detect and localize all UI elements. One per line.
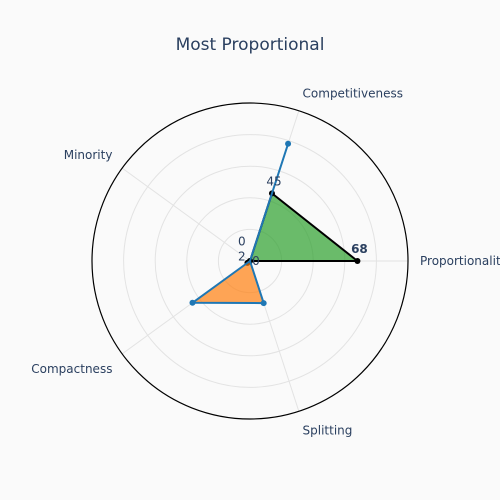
data-label-5: 0 xyxy=(252,254,260,268)
axis-label-minority: Minority xyxy=(64,148,113,162)
series-2-area xyxy=(191,260,265,305)
axis-labels: Proportionality Competitiveness Minority Co… xyxy=(31,86,500,437)
series-3-point-2 xyxy=(285,140,292,147)
series-2-point-5 xyxy=(260,300,267,307)
data-labels: 68 45 02 0 xyxy=(238,174,368,268)
axis-label-proportionality: Proportionality xyxy=(420,254,500,268)
series-1-point-1 xyxy=(354,258,361,264)
data-label-4: 2 xyxy=(238,249,246,263)
radar-series xyxy=(189,140,361,307)
data-label-1: 68 xyxy=(351,242,368,256)
spoke-3 xyxy=(121,167,251,262)
series-1-area xyxy=(246,192,359,264)
axis-label-competitiveness: Competitiveness xyxy=(303,86,403,100)
axis-label-compactness: Compactness xyxy=(31,362,112,376)
axis-label-splitting: Splitting xyxy=(303,424,353,438)
series-2-point-4 xyxy=(189,299,196,306)
outer-ring xyxy=(91,102,409,420)
chart-title: Most Proportional xyxy=(176,35,325,55)
data-label-2: 45 xyxy=(266,174,281,188)
data-label-3: 0 xyxy=(238,235,246,249)
